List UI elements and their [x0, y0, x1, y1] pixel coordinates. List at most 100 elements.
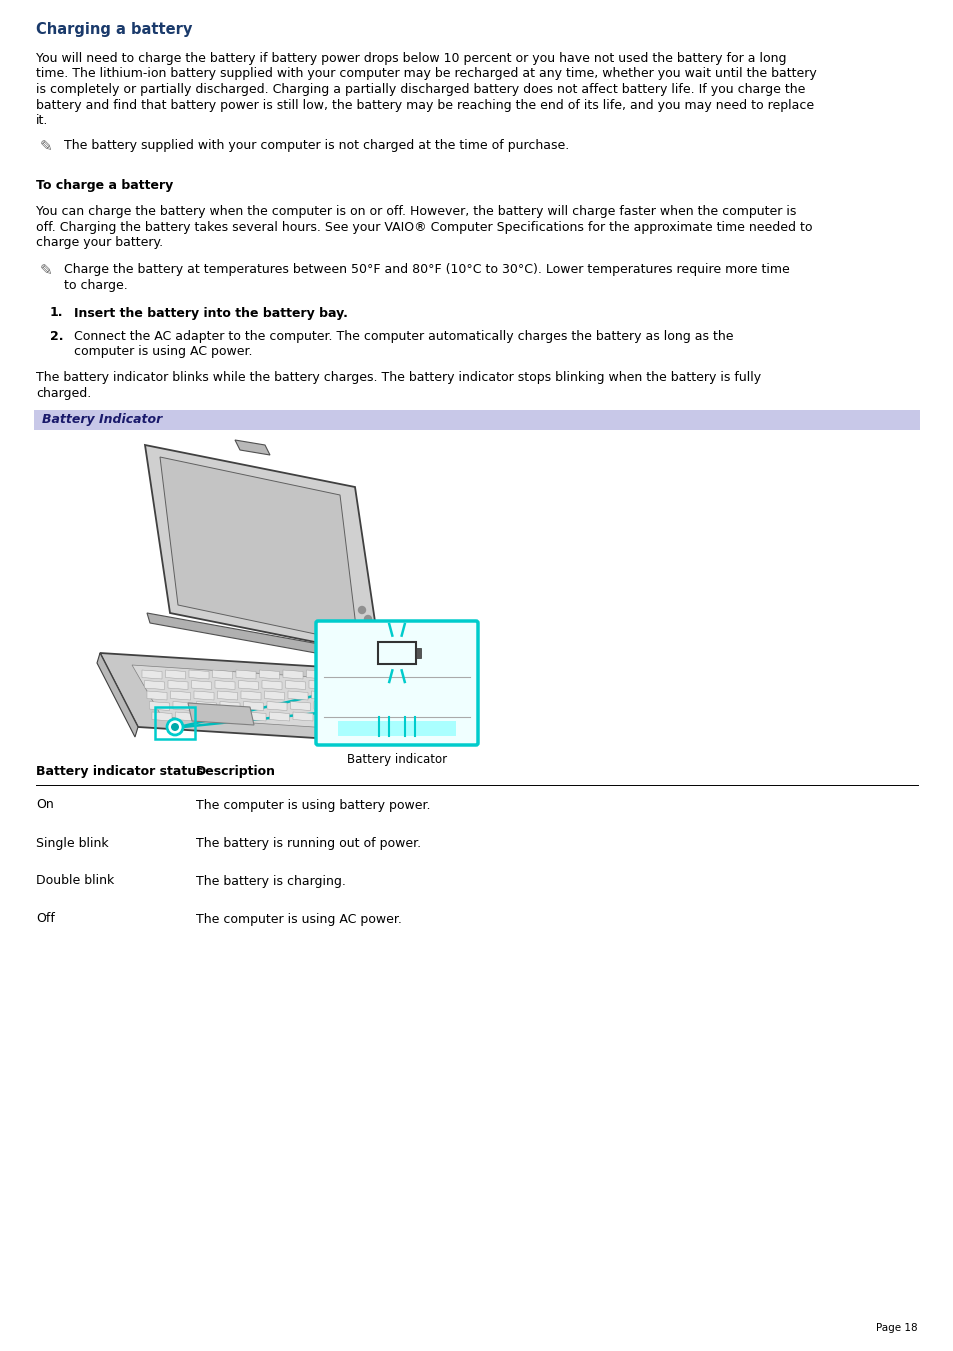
Text: Insert the battery into the battery bay.: Insert the battery into the battery bay.	[74, 307, 348, 319]
Text: charge your battery.: charge your battery.	[36, 236, 163, 249]
Text: off. Charging the battery takes several hours. See your VAIO® Computer Specifica: off. Charging the battery takes several …	[36, 220, 812, 234]
Text: Charging a battery: Charging a battery	[36, 22, 193, 36]
Polygon shape	[363, 712, 383, 721]
Polygon shape	[384, 701, 404, 711]
Polygon shape	[335, 690, 355, 700]
Polygon shape	[293, 712, 313, 721]
Text: battery and find that battery power is still low, the battery may be reaching th: battery and find that battery power is s…	[36, 99, 813, 112]
Text: is completely or partially discharged. Charging a partially discharged battery d: is completely or partially discharged. C…	[36, 82, 804, 96]
Polygon shape	[142, 670, 162, 680]
Polygon shape	[144, 681, 164, 689]
Bar	[34, 409, 919, 430]
Polygon shape	[97, 653, 138, 738]
Polygon shape	[267, 701, 287, 711]
Circle shape	[171, 723, 179, 731]
Text: computer is using AC power.: computer is using AC power.	[74, 346, 253, 358]
Polygon shape	[234, 440, 270, 455]
Text: Connect the AC adapter to the computer. The computer automatically charges the b: Connect the AC adapter to the computer. …	[74, 330, 733, 343]
Text: The battery indicator blinks while the battery charges. The battery indicator st: The battery indicator blinks while the b…	[36, 372, 760, 384]
Polygon shape	[235, 670, 255, 680]
Text: The computer is using battery power.: The computer is using battery power.	[195, 798, 430, 812]
Polygon shape	[147, 613, 381, 665]
Text: Off: Off	[36, 912, 55, 925]
Text: Single blink: Single blink	[36, 836, 109, 850]
Polygon shape	[355, 681, 375, 689]
Circle shape	[376, 634, 383, 640]
Polygon shape	[152, 712, 172, 721]
Bar	[337, 721, 456, 736]
Polygon shape	[337, 701, 357, 711]
Polygon shape	[309, 681, 329, 689]
Circle shape	[358, 607, 365, 613]
Polygon shape	[145, 444, 379, 655]
Text: Description: Description	[195, 765, 275, 778]
Text: time. The lithium-ion battery supplied with your computer may be recharged at an: time. The lithium-ion battery supplied w…	[36, 68, 816, 81]
Polygon shape	[165, 670, 185, 680]
Text: Double blink: Double blink	[36, 874, 114, 888]
Polygon shape	[339, 712, 359, 721]
Text: 1.: 1.	[50, 307, 64, 319]
Polygon shape	[387, 712, 407, 721]
FancyBboxPatch shape	[315, 621, 477, 744]
Polygon shape	[390, 667, 432, 744]
Polygon shape	[188, 703, 253, 725]
Text: You can charge the battery when the computer is on or off. However, the battery : You can charge the battery when the comp…	[36, 205, 796, 218]
Text: On: On	[36, 798, 53, 812]
Polygon shape	[132, 665, 405, 734]
Text: You will need to charge the battery if battery power drops below 10 percent or y: You will need to charge the battery if b…	[36, 51, 785, 65]
Polygon shape	[168, 681, 188, 689]
Circle shape	[167, 719, 183, 735]
Polygon shape	[312, 690, 331, 700]
Text: to charge.: to charge.	[64, 280, 128, 292]
Polygon shape	[192, 681, 212, 689]
Text: charged.: charged.	[36, 386, 91, 400]
Polygon shape	[354, 670, 374, 680]
Polygon shape	[360, 701, 380, 711]
Polygon shape	[264, 690, 284, 700]
Text: Battery indicator status: Battery indicator status	[36, 765, 203, 778]
Text: The computer is using AC power.: The computer is using AC power.	[195, 912, 401, 925]
Text: To charge a battery: To charge a battery	[36, 178, 173, 192]
Text: The battery supplied with your computer is not charged at the time of purchase.: The battery supplied with your computer …	[64, 139, 569, 153]
Text: Page 18: Page 18	[876, 1323, 917, 1333]
Polygon shape	[283, 670, 303, 680]
Text: ✎: ✎	[40, 263, 52, 278]
Circle shape	[364, 616, 371, 623]
Polygon shape	[259, 670, 279, 680]
Text: Battery Indicator: Battery Indicator	[42, 413, 162, 427]
Text: The battery is charging.: The battery is charging.	[195, 874, 346, 888]
Polygon shape	[196, 701, 216, 711]
Polygon shape	[214, 681, 234, 689]
Polygon shape	[333, 681, 352, 689]
Polygon shape	[241, 690, 261, 700]
Polygon shape	[172, 701, 193, 711]
Polygon shape	[100, 653, 428, 744]
Circle shape	[370, 624, 377, 631]
Polygon shape	[269, 712, 289, 721]
Polygon shape	[175, 712, 195, 721]
Polygon shape	[150, 701, 170, 711]
Text: 2.: 2.	[50, 330, 64, 343]
Polygon shape	[262, 681, 282, 689]
Text: Charge the battery at temperatures between 50°F and 80°F (10°C to 30°C). Lower t: Charge the battery at temperatures betwe…	[64, 263, 789, 277]
Polygon shape	[379, 681, 399, 689]
Polygon shape	[314, 701, 334, 711]
Polygon shape	[222, 712, 242, 721]
Polygon shape	[291, 701, 310, 711]
Polygon shape	[306, 670, 326, 680]
Polygon shape	[238, 681, 258, 689]
Bar	[154, 707, 194, 739]
Text: Battery indicator: Battery indicator	[347, 753, 447, 766]
Polygon shape	[147, 690, 167, 700]
Bar	[377, 642, 416, 663]
Polygon shape	[376, 670, 396, 680]
Polygon shape	[243, 701, 263, 711]
Polygon shape	[246, 712, 266, 721]
Polygon shape	[193, 690, 213, 700]
Text: ✎: ✎	[40, 139, 52, 154]
Polygon shape	[199, 712, 219, 721]
Polygon shape	[358, 690, 378, 700]
Polygon shape	[381, 690, 401, 700]
Polygon shape	[316, 712, 336, 721]
Polygon shape	[171, 690, 191, 700]
